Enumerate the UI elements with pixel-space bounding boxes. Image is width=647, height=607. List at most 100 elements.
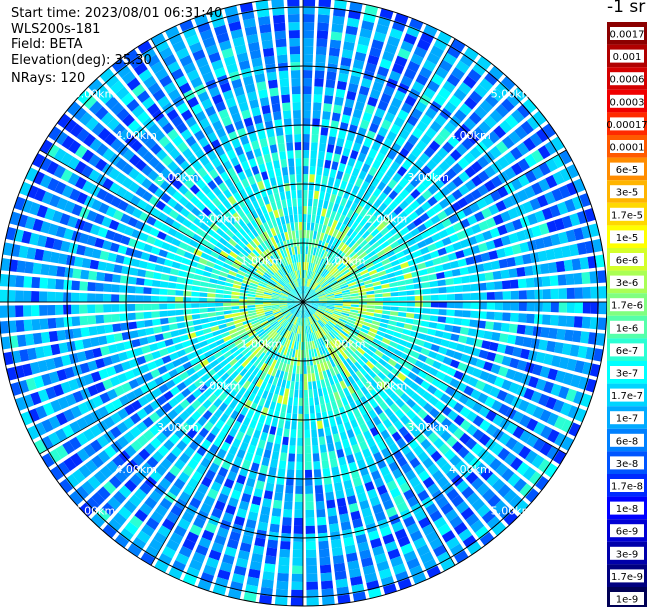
range-gate-cell [197,212,207,222]
range-gate-cell [357,541,370,552]
range-gate-cell [544,463,558,478]
range-gate-cell [364,572,378,583]
range-gate-cell [407,495,419,508]
range-gate-cell [431,153,443,165]
range-gate-cell [408,211,419,221]
range-gate-cell [326,263,333,271]
range-gate-cell [84,349,95,360]
range-gate-cell [223,294,232,299]
range-gate-cell [498,366,509,377]
range-gate-cell [328,264,335,272]
range-gate-cell [297,309,301,318]
range-gate-cell [250,437,259,447]
range-gate-cell [257,521,268,532]
elevation-text: Elevation(deg): 35.30 [11,53,152,68]
range-gate-cell [449,359,460,369]
range-gate-cell [82,180,94,194]
range-gate-cell [214,500,226,512]
range-gate-cell [223,350,232,359]
range-gate-cell [313,461,321,470]
range-gate-cell [277,316,285,323]
range-gate-cell [201,196,211,206]
range-gate-cell [199,155,210,167]
range-gate-cell [291,86,301,95]
range-gate-cell [348,284,357,290]
range-gate-cell [547,429,560,443]
range-gate-cell [275,334,282,343]
range-gate-cell [279,299,288,302]
nrays-text: NRays: 120 [11,71,86,86]
range-gate-cell [293,126,301,135]
range-gate-cell [338,505,348,515]
range-gate-cell [303,78,313,87]
range-gate-cell [121,71,136,85]
range-gate-cell [33,375,45,389]
range-gate-cell [328,393,336,403]
range-gate-cell [281,290,290,295]
range-gate-cell [304,317,307,326]
range-gate-cell [39,174,53,189]
range-gate-cell [340,266,348,274]
range-gate-cell [271,184,279,194]
range-gate-cell [291,340,295,349]
range-gate-cell [281,379,287,389]
range-gate-cell [353,339,362,347]
range-gate-cell [234,145,244,156]
range-gate-cell [428,140,441,152]
range-gate-cell [434,425,446,437]
range-gate-cell [350,575,363,586]
range-gate-cell [415,194,427,205]
range-gate-cell [365,315,374,320]
range-gate-cell [33,439,47,454]
range-gate-cell [310,297,319,300]
range-gate-cell [370,324,380,330]
range-gate-cell [350,202,358,212]
range-gate-cell [393,349,403,357]
range-gate-cell [372,416,382,426]
range-gate-cell [471,442,484,456]
range-gate-cell [406,409,417,420]
range-gate-cell [159,296,168,302]
range-gate-cell [350,302,359,305]
range-gate-cell [413,345,423,353]
range-gate-cell [136,408,148,420]
range-gate-cell [221,423,231,434]
range-gate-cell [291,373,296,382]
range-gate-cell [255,304,264,308]
range-gate-cell [466,214,478,226]
range-gate-cell [397,166,408,177]
range-gate-cell [344,259,353,267]
range-gate-cell [276,135,285,144]
range-gate-cell [318,299,327,301]
range-gate-cell [157,365,168,375]
range-gate-cell [175,309,184,316]
range-gate-cell [235,431,245,441]
range-gate-cell [519,483,534,498]
range-gate-cell [261,579,274,589]
range-gate-cell [146,335,157,344]
range-gate-cell [87,360,98,372]
range-gate-cell [436,476,450,489]
range-gate-cell [406,398,416,409]
range-gate-cell [306,333,310,342]
range-gate-cell [344,404,352,414]
range-gate-cell [492,414,504,427]
range-gate-cell [325,310,333,315]
range-gate-cell [297,437,303,446]
range-gate-cell [123,226,135,237]
range-gate-cell [215,228,225,237]
colorbar-tick-label: 0.0017 [610,30,645,41]
range-gate-cell [260,205,268,215]
range-gate-cell [388,382,399,392]
range-gate-cell [159,348,169,357]
range-gate-cell [252,412,260,422]
range-gate-cell [303,230,306,239]
range-gate-cell [481,488,496,502]
range-gate-cell [558,231,569,245]
range-gate-cell [454,302,463,309]
range-gate-cell [339,464,349,474]
range-gate-cell [342,216,350,226]
range-gate-cell [413,46,428,59]
range-gate-cell [470,310,479,319]
range-gate-cell [558,288,567,299]
